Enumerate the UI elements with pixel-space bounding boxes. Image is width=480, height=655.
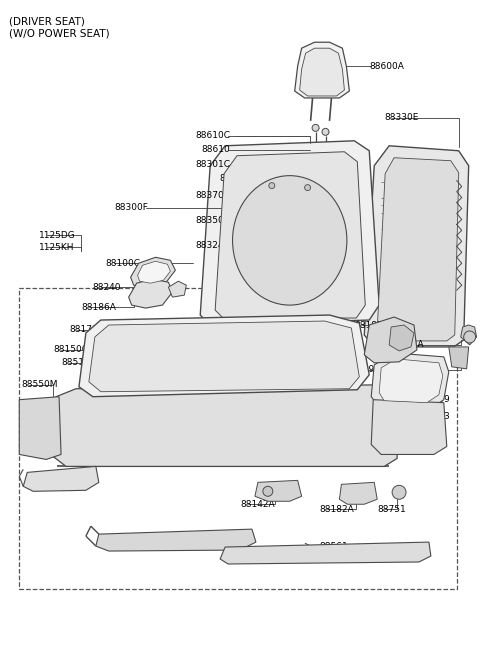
Text: 88751: 88751 — [377, 505, 406, 514]
Text: 88059: 88059 — [421, 395, 450, 404]
Text: 88186A: 88186A — [81, 303, 116, 312]
Circle shape — [322, 128, 329, 136]
Circle shape — [269, 183, 275, 189]
Text: 88142A: 88142A — [240, 500, 275, 509]
Polygon shape — [215, 152, 365, 318]
Polygon shape — [220, 542, 431, 564]
Polygon shape — [19, 397, 61, 459]
Text: 88563B: 88563B — [132, 534, 168, 544]
Polygon shape — [371, 400, 447, 455]
Text: 88182A: 88182A — [320, 505, 354, 514]
Circle shape — [392, 485, 406, 499]
Polygon shape — [168, 281, 186, 297]
Text: (W/O POWER SEAT): (W/O POWER SEAT) — [9, 28, 110, 38]
Polygon shape — [96, 529, 256, 551]
Text: 88610: 88610 — [201, 145, 230, 155]
Text: 88324A: 88324A — [195, 241, 230, 250]
Text: 88344: 88344 — [219, 174, 248, 183]
Circle shape — [263, 486, 273, 496]
Polygon shape — [339, 482, 377, 504]
Polygon shape — [89, 321, 360, 392]
Text: 88600A: 88600A — [369, 62, 404, 71]
Text: 88330E: 88330E — [384, 113, 419, 122]
Polygon shape — [364, 146, 468, 347]
Polygon shape — [461, 325, 477, 345]
Polygon shape — [53, 384, 399, 466]
Polygon shape — [129, 279, 172, 308]
Text: 88185A: 88185A — [354, 320, 389, 329]
Polygon shape — [379, 359, 443, 403]
Polygon shape — [389, 325, 414, 351]
Text: 88150C: 88150C — [53, 345, 88, 354]
Text: 88516B: 88516B — [61, 358, 96, 367]
Polygon shape — [138, 261, 170, 283]
Bar — [19, 288, 457, 589]
Polygon shape — [371, 353, 449, 409]
Circle shape — [312, 124, 319, 132]
Text: 88170D: 88170D — [69, 326, 105, 335]
Text: 88100C: 88100C — [106, 259, 141, 268]
Circle shape — [305, 185, 311, 191]
Polygon shape — [79, 315, 369, 397]
Text: 88550M: 88550M — [21, 381, 58, 389]
Text: 88324A: 88324A — [389, 341, 424, 349]
Text: 88610C: 88610C — [195, 131, 230, 140]
Text: 88053: 88053 — [421, 412, 450, 421]
Text: 88301C: 88301C — [195, 160, 230, 169]
Text: 88350C: 88350C — [195, 216, 230, 225]
Polygon shape — [200, 141, 379, 325]
Polygon shape — [449, 347, 468, 369]
Circle shape — [464, 331, 476, 343]
Text: 88370C: 88370C — [195, 191, 230, 200]
Text: 88187: 88187 — [35, 472, 64, 481]
Text: 1125KH: 1125KH — [39, 243, 75, 252]
Polygon shape — [377, 158, 459, 341]
Polygon shape — [364, 317, 417, 363]
Polygon shape — [255, 480, 301, 501]
Text: (DRIVER SEAT): (DRIVER SEAT) — [9, 16, 85, 26]
Polygon shape — [23, 466, 99, 491]
Polygon shape — [131, 257, 175, 287]
Text: 88240: 88240 — [93, 283, 121, 291]
Polygon shape — [374, 347, 401, 372]
Text: 88561: 88561 — [320, 542, 348, 551]
Text: 88970A: 88970A — [357, 365, 392, 374]
Polygon shape — [300, 48, 344, 96]
Text: 88300F: 88300F — [115, 203, 148, 212]
Ellipse shape — [232, 176, 347, 305]
Text: 1125DG: 1125DG — [39, 231, 76, 240]
Polygon shape — [295, 42, 349, 98]
